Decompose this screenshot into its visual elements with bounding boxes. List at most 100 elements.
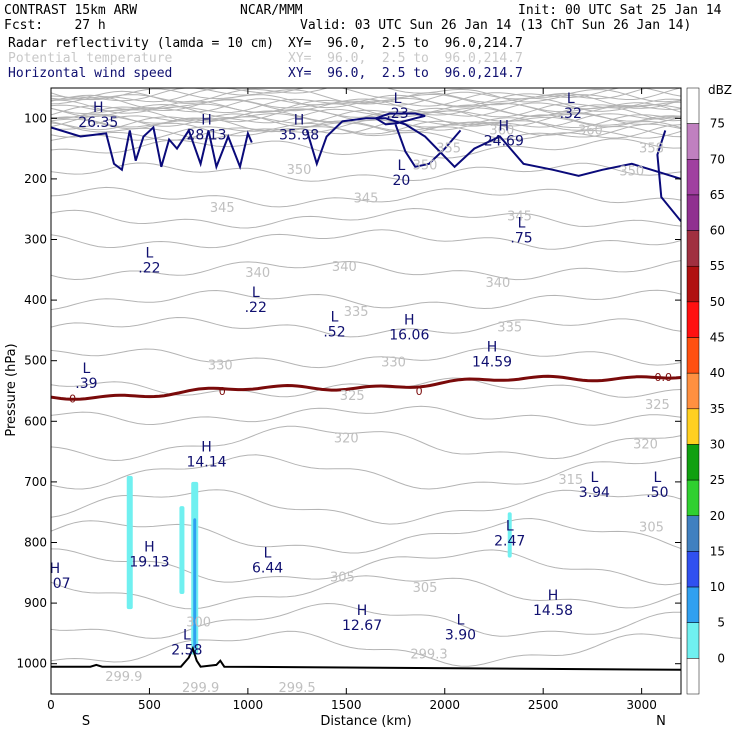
wind-extremum-type: L (331, 309, 339, 325)
wind-extremum-type: H (294, 112, 305, 128)
theta-line (51, 114, 681, 135)
colorbar-label: 35 (710, 402, 725, 416)
y-tick-label: 200 (24, 172, 47, 186)
theta-line (51, 104, 681, 125)
colorbar-unit: dBZ (708, 83, 732, 97)
colorbar-label: 10 (710, 580, 725, 594)
wind-extremum-value: 19.13 (129, 555, 169, 571)
colorbar-swatch (686, 658, 700, 695)
colorbar-swatch (686, 301, 700, 338)
zero-label: 0 (219, 385, 226, 398)
theta-label: 350 (619, 165, 644, 180)
y-tick-label: 800 (24, 536, 47, 550)
theta-label: 300 (186, 615, 211, 630)
wind-extremum-value: 14.14 (186, 455, 226, 471)
colorbar-label: 0 (717, 651, 725, 665)
zero-label: 0 (416, 385, 423, 398)
reflectivity-cell (126, 475, 133, 610)
init-time: Init: 00 UTC Sat 25 Jan 14 (518, 3, 722, 18)
zero-label: 0.0 (655, 371, 673, 384)
theta-line (51, 88, 681, 107)
wind-extremum-type: L (506, 518, 514, 534)
theta-label: 340 (332, 260, 357, 275)
wind-extremum-value: 2.07 (39, 576, 70, 592)
wind-extremum-value: 20 (393, 173, 411, 189)
field-reflectivity: Radar reflectivity (lamda = 10 cm) (8, 36, 275, 51)
wind-extremum-value: 2.47 (494, 533, 525, 549)
wind-extremum-type: H (50, 561, 61, 577)
wind-extremum-type: L (183, 627, 191, 643)
theta-line (51, 260, 681, 281)
wind-extremum-type: L (398, 158, 406, 174)
wind-extremum-value: 24.69 (484, 133, 524, 149)
wind-extremum-type: L (146, 246, 154, 262)
wind-extremum-type: H (487, 340, 498, 356)
theta-label: 340 (245, 266, 270, 281)
y-tick-label: 1000 (16, 657, 47, 671)
wind-extremum-type: L (83, 361, 91, 377)
colorbar-swatch (686, 408, 700, 445)
theta-label: 330 (381, 356, 406, 371)
theta-line (51, 88, 650, 106)
theta-label: 350 (413, 159, 438, 174)
field-reflectivity-xy: XY= 96.0, 2.5 to 96.0,214.7 (288, 36, 523, 51)
theta-line (51, 517, 681, 554)
wind-extremum-value: .23 (386, 106, 408, 122)
reflectivity-shading (126, 475, 512, 655)
theta-line (51, 630, 681, 667)
theta-contours (51, 88, 681, 667)
wind-extremum-value: 35.98 (279, 127, 319, 143)
theta-label: 299.3 (410, 648, 447, 663)
colorbar-label: 45 (710, 331, 725, 345)
theta-label: 360 (489, 123, 514, 138)
colorbar-swatch (686, 444, 700, 481)
colorbar-swatch (686, 230, 700, 267)
zero-label: 0 (69, 392, 76, 405)
wind-contour (394, 124, 462, 168)
wind-contours (51, 112, 681, 222)
wind-extremum-type: H (201, 440, 212, 456)
wind-extremum-value: .75 (510, 230, 532, 246)
theta-line (51, 116, 681, 138)
theta-line (51, 425, 681, 462)
y-tick-label: 900 (24, 596, 47, 610)
wind-contour (51, 125, 253, 172)
valid-time: Valid: 03 UTC Sun 26 Jan 14 (13 ChT Sun … (300, 18, 692, 33)
wind-extremum-value: .39 (75, 376, 97, 392)
wind-extremum-type: L (264, 546, 272, 562)
theta-label: 299.9 (182, 681, 219, 696)
y-tick-label: 300 (24, 233, 47, 247)
wind-extremum-value: 6.44 (252, 561, 283, 577)
wind-extremum-value: 14.58 (533, 603, 573, 619)
theta-label: 305 (639, 520, 664, 535)
terrain-line (51, 645, 681, 671)
wind-extremum-type: L (457, 612, 465, 628)
x-tick-label: 0 (47, 698, 55, 712)
wind-extremum-value: .50 (646, 485, 668, 501)
theta-line (51, 405, 681, 426)
theta-label: 335 (344, 305, 369, 320)
x-start-label: S (82, 714, 90, 729)
wind-extremum-type: L (518, 215, 526, 231)
y-tick-label: 500 (24, 354, 47, 368)
model-title: CONTRAST 15km ARW (4, 3, 138, 18)
y-axis-title: Pressure (hPa) (4, 343, 19, 436)
colorbar-swatch (686, 123, 700, 160)
wind-extremum-type: H (201, 112, 212, 128)
field-wind: Horizontal wind speed (8, 66, 173, 81)
wind-extremum-type: L (653, 470, 661, 486)
theta-line (51, 108, 681, 130)
wind-extremum-value: 14.59 (472, 355, 512, 371)
theta-line (51, 186, 681, 208)
colorbar-label: 70 (710, 152, 725, 166)
wind-extremum-value: 26.35 (78, 115, 118, 131)
theta-line (51, 162, 681, 182)
x-tick-label: 1500 (331, 698, 362, 712)
wind-extremum-value: .22 (138, 261, 160, 277)
theta-line (51, 207, 681, 229)
wind-extremum-type: H (93, 100, 104, 116)
colorbar-swatch (686, 372, 700, 410)
wind-extremum-value: 3.90 (445, 627, 476, 643)
theta-line (51, 575, 681, 610)
wind-extremum-value: 16.06 (389, 327, 429, 343)
